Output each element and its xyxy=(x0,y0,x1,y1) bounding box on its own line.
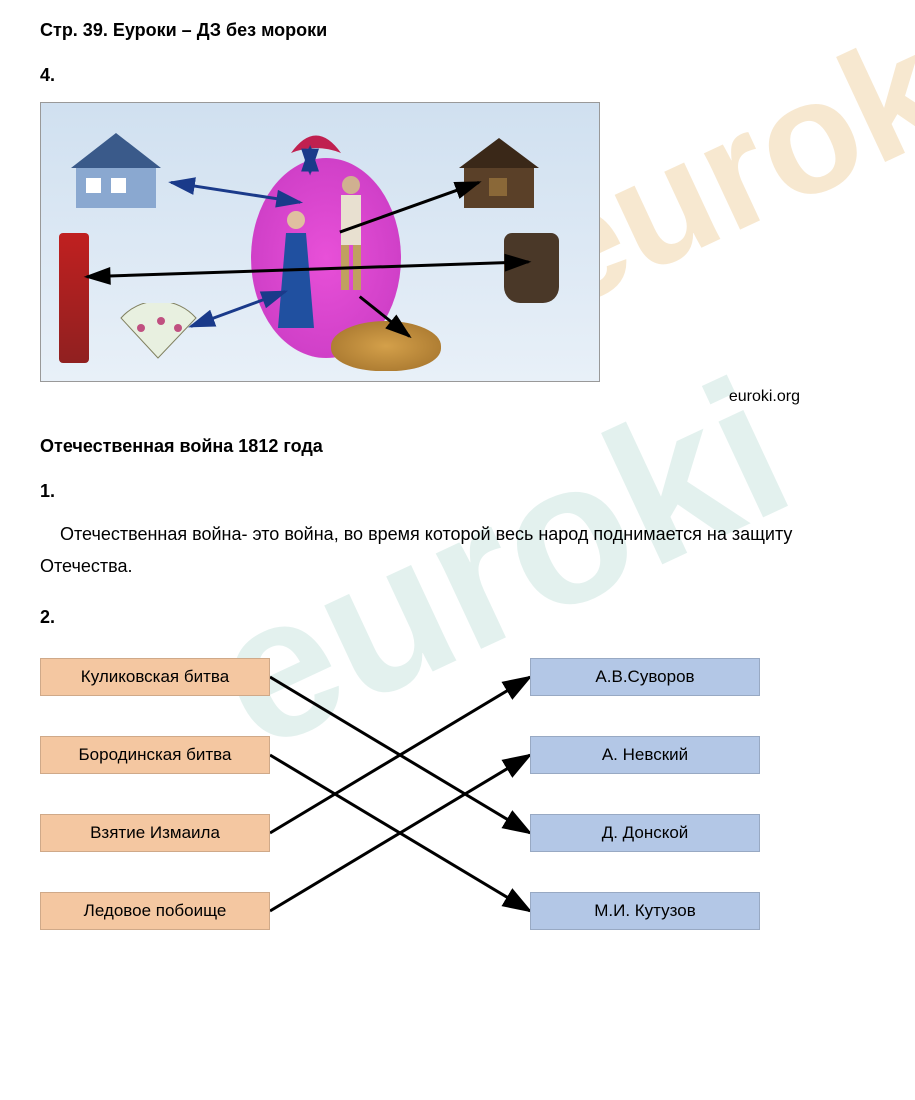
task-2-number: 2. xyxy=(40,607,875,628)
ornament-kokoshnik xyxy=(281,118,351,158)
match-right-box: А.В.Суворов xyxy=(530,658,760,696)
site-url-label: euroki.org xyxy=(240,388,800,406)
task-1-text: Отечественная война- это война, во время… xyxy=(40,518,875,583)
illustration-matching xyxy=(40,102,600,382)
task-1-number: 1. xyxy=(40,481,875,502)
section-title: Отечественная война 1812 года xyxy=(40,436,875,457)
mortar-cup xyxy=(504,233,559,303)
match-left-box: Ледовое побоище xyxy=(40,892,270,930)
lady-figure xyxy=(276,208,316,338)
match-right-box: М.И. Кутузов xyxy=(530,892,760,930)
page-header: Стр. 39. Еуроки – ДЗ без мороки xyxy=(40,20,875,41)
house-wooden xyxy=(449,133,549,213)
match-left-box: Взятие Измаила xyxy=(40,814,270,852)
decorative-stick xyxy=(59,233,89,363)
house-blue xyxy=(61,123,171,213)
matching-diagram: Куликовская битва Бородинская битва Взятие… xyxy=(40,658,760,948)
match-left-box: Бородинская битва xyxy=(40,736,270,774)
match-left-box: Куликовская битва xyxy=(40,658,270,696)
match-right-box: Д. Донской xyxy=(530,814,760,852)
fan xyxy=(116,303,201,363)
man-figure xyxy=(331,173,371,303)
match-right-box: А. Невский xyxy=(530,736,760,774)
task-4-number: 4. xyxy=(40,65,875,86)
wooden-bowl xyxy=(331,321,441,371)
